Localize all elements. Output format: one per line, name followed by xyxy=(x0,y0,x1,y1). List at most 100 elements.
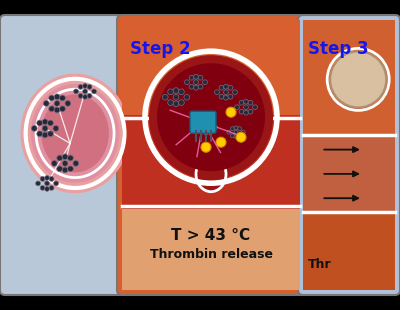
Circle shape xyxy=(42,119,48,125)
Circle shape xyxy=(54,107,60,113)
Circle shape xyxy=(224,95,228,100)
Circle shape xyxy=(78,94,83,98)
Circle shape xyxy=(49,185,54,190)
Circle shape xyxy=(198,75,203,80)
Circle shape xyxy=(216,137,226,147)
Circle shape xyxy=(62,154,68,160)
Circle shape xyxy=(214,90,219,95)
Circle shape xyxy=(68,155,73,161)
Circle shape xyxy=(228,85,233,90)
Circle shape xyxy=(248,109,253,114)
FancyBboxPatch shape xyxy=(190,111,216,133)
Circle shape xyxy=(83,83,88,88)
Circle shape xyxy=(40,185,45,190)
Bar xyxy=(303,210,395,290)
Bar xyxy=(122,20,300,119)
Circle shape xyxy=(227,130,231,134)
Circle shape xyxy=(244,105,248,110)
Circle shape xyxy=(173,88,179,94)
Circle shape xyxy=(201,142,211,152)
Circle shape xyxy=(224,84,228,89)
Circle shape xyxy=(54,181,58,186)
Circle shape xyxy=(219,94,224,99)
Circle shape xyxy=(248,100,253,105)
Circle shape xyxy=(49,95,54,101)
Circle shape xyxy=(68,166,73,172)
FancyBboxPatch shape xyxy=(298,15,400,295)
Circle shape xyxy=(230,134,234,138)
Circle shape xyxy=(49,106,54,112)
Circle shape xyxy=(49,176,54,181)
Ellipse shape xyxy=(20,73,130,193)
Bar xyxy=(303,133,395,215)
Circle shape xyxy=(48,131,53,137)
Circle shape xyxy=(234,105,239,110)
Circle shape xyxy=(241,130,245,134)
Circle shape xyxy=(57,155,62,161)
Circle shape xyxy=(43,100,49,106)
Circle shape xyxy=(168,100,174,105)
Circle shape xyxy=(87,85,92,89)
Circle shape xyxy=(157,63,265,171)
Circle shape xyxy=(48,120,53,126)
Circle shape xyxy=(199,129,204,134)
Circle shape xyxy=(60,95,65,101)
Bar xyxy=(303,20,395,137)
Circle shape xyxy=(31,126,37,131)
Text: Thr: Thr xyxy=(308,259,332,272)
Circle shape xyxy=(238,127,242,131)
Circle shape xyxy=(45,187,50,191)
Circle shape xyxy=(54,94,60,100)
Circle shape xyxy=(330,51,386,107)
Circle shape xyxy=(42,126,48,131)
Circle shape xyxy=(149,55,273,179)
Bar xyxy=(122,114,300,209)
FancyBboxPatch shape xyxy=(117,15,305,295)
Circle shape xyxy=(226,107,236,117)
FancyBboxPatch shape xyxy=(0,15,123,295)
Circle shape xyxy=(36,181,40,186)
Circle shape xyxy=(204,119,208,124)
Ellipse shape xyxy=(41,95,109,172)
Circle shape xyxy=(194,85,198,90)
Circle shape xyxy=(204,125,208,130)
Circle shape xyxy=(87,94,92,98)
Text: T > 43 °C: T > 43 °C xyxy=(172,228,250,242)
Circle shape xyxy=(92,89,96,94)
Bar xyxy=(122,204,300,290)
Circle shape xyxy=(45,175,50,180)
Circle shape xyxy=(198,84,203,89)
Circle shape xyxy=(239,109,244,114)
Circle shape xyxy=(194,74,198,79)
Circle shape xyxy=(178,89,184,95)
Circle shape xyxy=(65,100,71,106)
Circle shape xyxy=(168,89,174,95)
Circle shape xyxy=(189,84,194,89)
Circle shape xyxy=(45,181,50,186)
Text: Step 3: Step 3 xyxy=(308,40,369,58)
Circle shape xyxy=(236,132,246,142)
Circle shape xyxy=(57,166,62,172)
Circle shape xyxy=(83,89,88,94)
Circle shape xyxy=(184,94,190,100)
Circle shape xyxy=(185,80,190,85)
Text: Thrombin release: Thrombin release xyxy=(150,249,272,262)
Circle shape xyxy=(228,94,233,99)
Circle shape xyxy=(202,80,208,85)
Circle shape xyxy=(173,94,179,100)
Circle shape xyxy=(51,161,57,166)
Circle shape xyxy=(53,126,59,131)
Circle shape xyxy=(78,85,83,89)
Circle shape xyxy=(230,127,234,131)
Circle shape xyxy=(199,120,204,125)
Circle shape xyxy=(194,80,198,85)
Circle shape xyxy=(238,134,242,138)
Circle shape xyxy=(60,106,65,112)
Circle shape xyxy=(173,101,179,107)
Circle shape xyxy=(178,100,184,105)
Text: Step 2: Step 2 xyxy=(130,40,191,58)
Circle shape xyxy=(219,85,224,90)
Circle shape xyxy=(162,94,168,100)
Circle shape xyxy=(62,167,68,173)
Circle shape xyxy=(234,135,238,139)
